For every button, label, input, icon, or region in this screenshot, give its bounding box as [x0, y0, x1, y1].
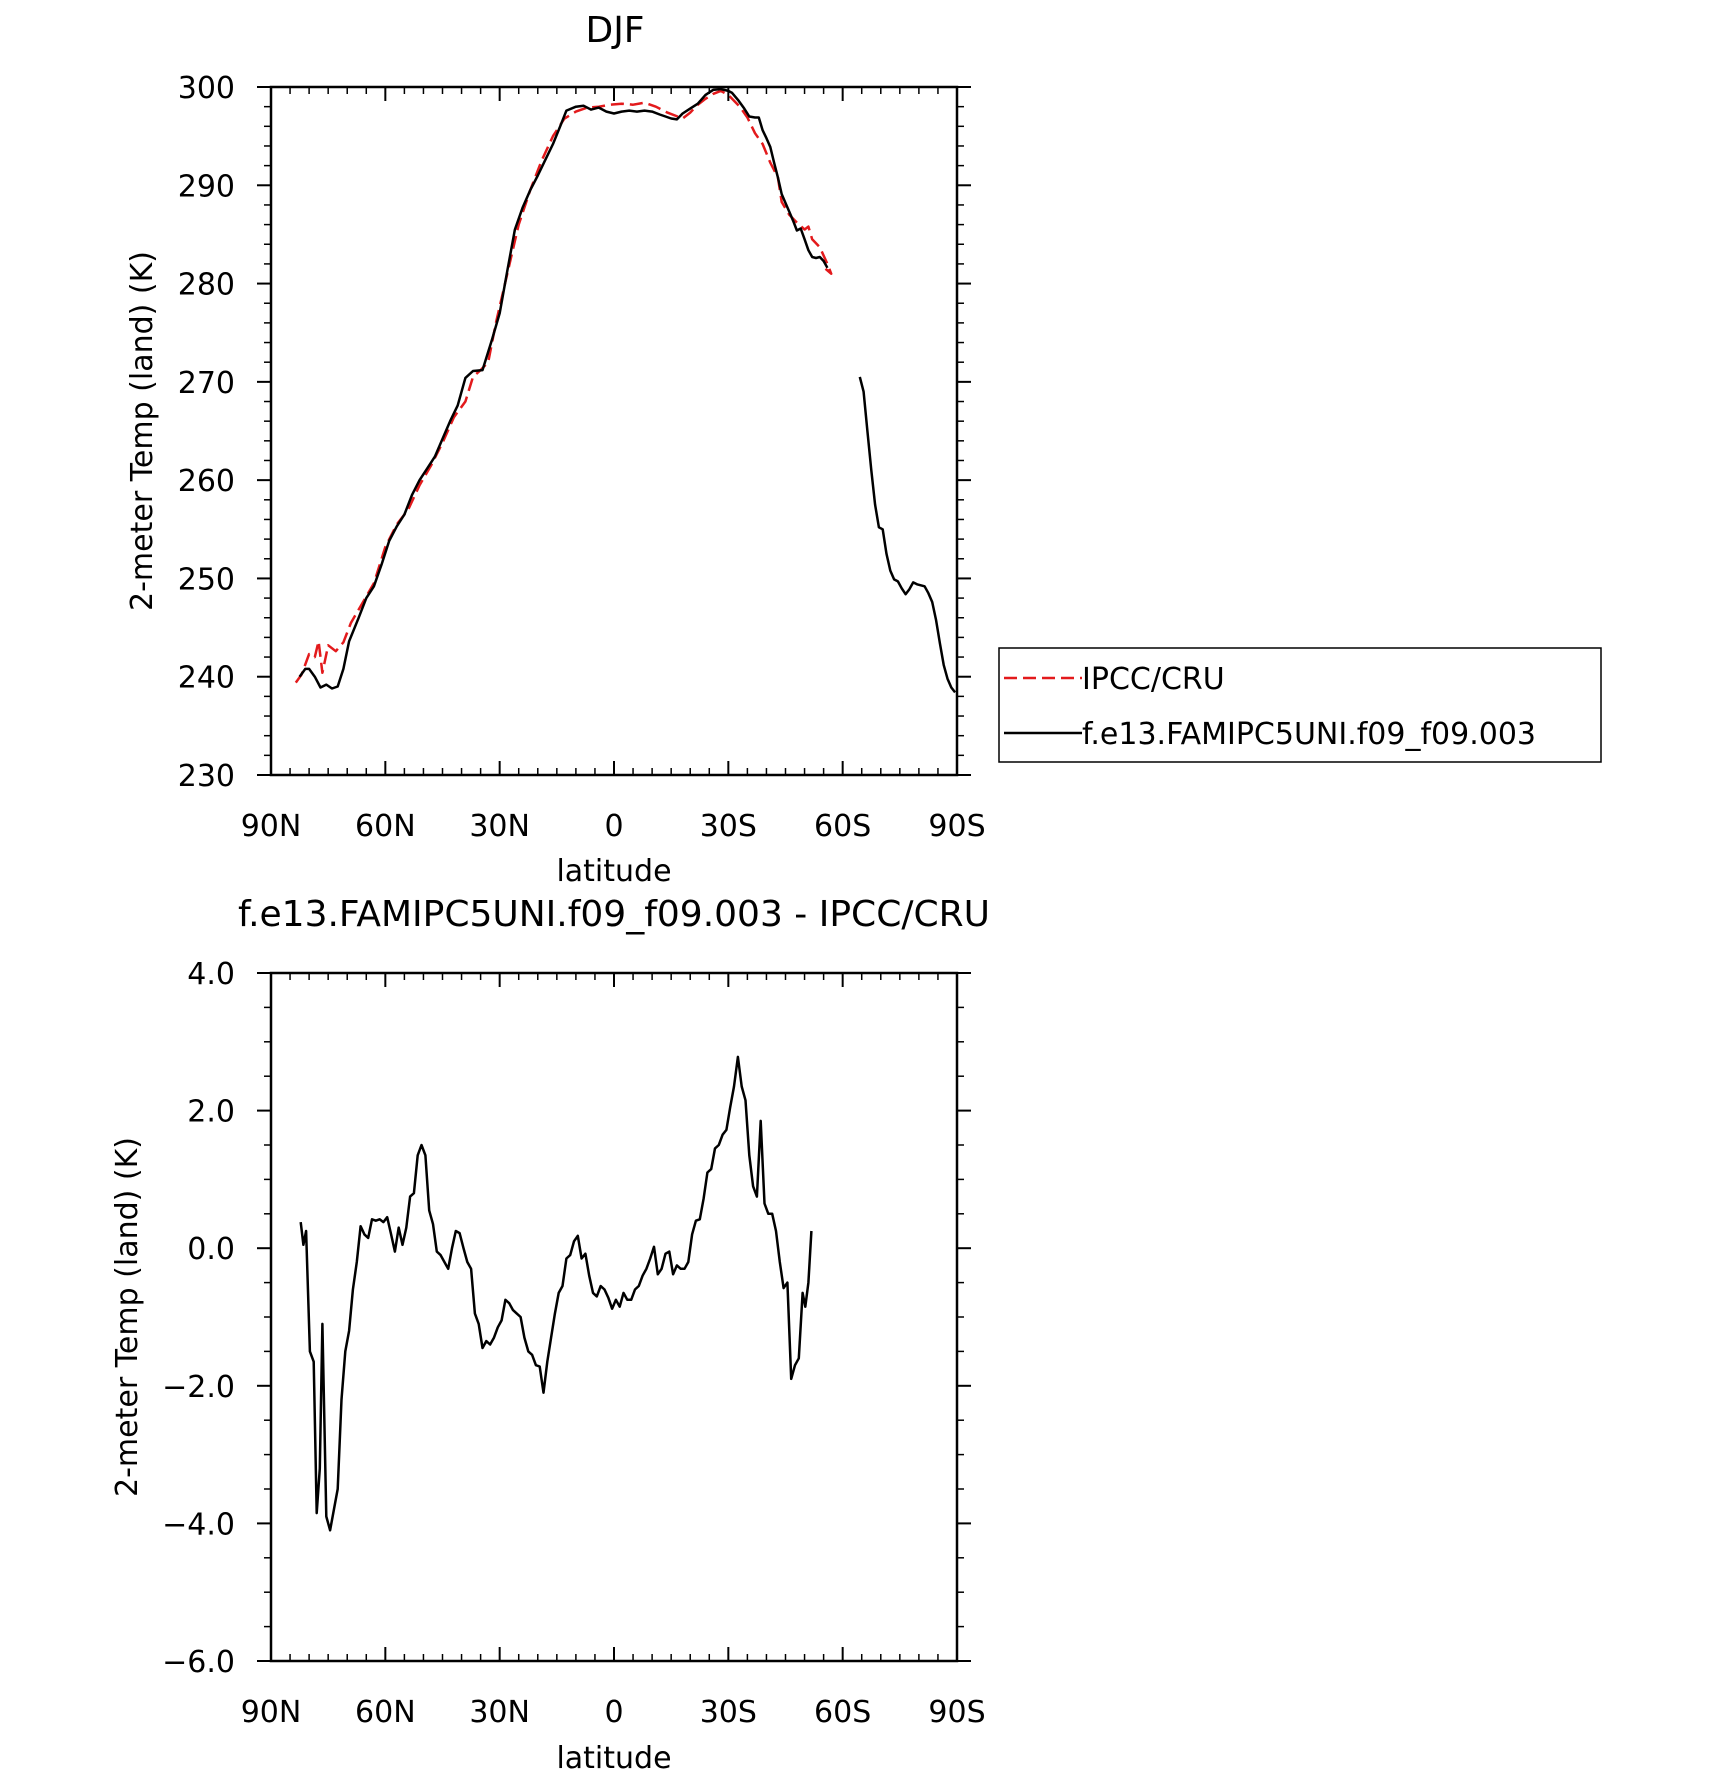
top-x-tick-label: 60N	[355, 809, 416, 844]
legend-label-ipcc-cru: IPCC/CRU	[1082, 662, 1225, 697]
bottom-x-tick-label: 60N	[355, 1695, 416, 1730]
top-series-model-line-1	[298, 87, 829, 690]
top-axis-ticks: 90N 60N 30N 0 30S 60S 90S 230 240 250 260 270 280 290…	[178, 71, 986, 844]
top-y-tick-label: 280	[178, 268, 235, 303]
top-y-axis-title: 2-meter Temp (land) (K)	[125, 251, 160, 611]
bottom-y-tick-label: 2.0	[187, 1095, 235, 1130]
top-y-tick-label: 270	[178, 366, 235, 401]
top-x-tick-label: 30N	[469, 809, 530, 844]
bottom-x-tick-label: 30N	[469, 1695, 530, 1730]
bottom-chart-title: f.e13.FAMIPC5UNI.f09_f09.003 - IPCC/CRU	[238, 894, 990, 935]
top-y-tick-label: 260	[178, 464, 235, 499]
top-x-axis-title: latitude	[556, 854, 671, 889]
top-panel: DJF 90N 60N 30N 0 30S 60S 90S 230 240 250 260 270 28…	[125, 10, 986, 889]
top-y-tick-label: 290	[178, 169, 235, 204]
bottom-x-tick-label: 0	[604, 1695, 623, 1730]
legend: IPCC/CRU f.e13.FAMIPC5UNI.f09_f09.003	[998, 647, 1602, 763]
top-x-tick-label: 60S	[814, 809, 871, 844]
top-series-model-line-2	[858, 376, 957, 694]
bottom-plot-frame	[269, 971, 959, 1663]
bottom-panel: f.e13.FAMIPC5UNI.f09_f09.003 - IPCC/CRU …	[110, 894, 990, 1776]
bottom-x-tick-label: 90N	[241, 1695, 302, 1730]
bottom-series-group	[299, 1055, 813, 1532]
top-plot-frame	[269, 85, 959, 777]
top-x-tick-label: 90S	[928, 809, 985, 844]
bottom-y-tick-label: −6.0	[162, 1645, 235, 1680]
bottom-x-tick-label: 60S	[814, 1695, 871, 1730]
legend-label-model: f.e13.FAMIPC5UNI.f09_f09.003	[1082, 717, 1536, 752]
top-y-tick-label: 230	[178, 759, 235, 794]
bottom-x-axis-title: latitude	[556, 1741, 671, 1776]
bottom-series-difference-line	[299, 1055, 813, 1532]
top-chart-title: DJF	[585, 10, 644, 51]
top-x-tick-label: 30S	[700, 809, 757, 844]
bottom-x-tick-label: 30S	[700, 1695, 757, 1730]
bottom-x-tick-label: 90S	[928, 1695, 985, 1730]
top-y-tick-label: 250	[178, 562, 235, 597]
top-y-tick-label: 240	[178, 661, 235, 696]
bottom-axis-ticks: 90N 60N 30N 0 30S 60S 90S −6.0 −4.0 −2.0 0.0 2.0 4.0	[162, 957, 985, 1730]
bottom-y-tick-label: −4.0	[162, 1507, 235, 1542]
top-y-tick-label: 300	[178, 71, 235, 106]
legend-box	[998, 647, 1602, 763]
top-series-group	[294, 87, 957, 694]
bottom-y-axis-title: 2-meter Temp (land) (K)	[110, 1137, 145, 1497]
bottom-y-tick-label: 4.0	[187, 957, 235, 992]
bottom-y-tick-label: 0.0	[187, 1232, 235, 1267]
bottom-y-tick-label: −2.0	[162, 1370, 235, 1405]
top-series-ipcc-cru-line	[294, 89, 833, 684]
top-x-tick-label: 0	[604, 809, 623, 844]
top-x-tick-label: 90N	[241, 809, 302, 844]
